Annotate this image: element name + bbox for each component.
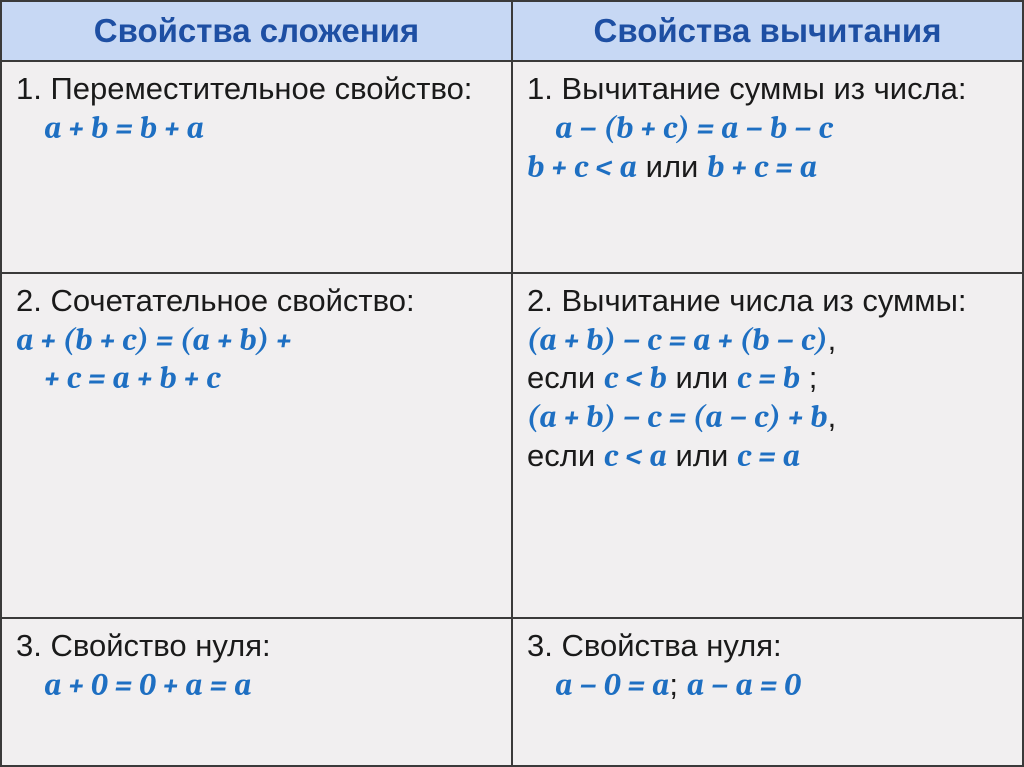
item-number: 2.	[16, 283, 42, 318]
addition-property-1: 1. Переместительное свойство: a + b = b …	[1, 61, 512, 273]
table-row: 1. Переместительное свойство: a + b = b …	[1, 61, 1023, 273]
formula: a − (b + c) = a − b − c	[555, 110, 833, 146]
item-title: Вычитание числа из суммы:	[561, 283, 966, 318]
comma: ,	[828, 399, 837, 434]
formula: c = a	[737, 438, 800, 474]
item-number: 1.	[527, 71, 553, 106]
item-number: 3.	[16, 628, 42, 663]
formula: (a + b) − c = a + (b − c)	[527, 322, 828, 358]
formula: b + c < a	[527, 149, 637, 185]
addition-property-3: 3. Свойство нуля: a + 0 = 0 + a = a	[1, 618, 512, 766]
separator: ;	[669, 667, 686, 702]
item-number: 2.	[527, 283, 553, 318]
formula: b + c = a	[707, 149, 817, 185]
properties-table-frame: Свойства сложения Свойства вычитания 1. …	[0, 0, 1024, 767]
item-number: 1.	[16, 71, 42, 106]
addition-property-2: 2. Сочетательное свойство: a + (b + c) =…	[1, 273, 512, 618]
subtraction-property-1: 1. Вычитание суммы из числа: a − (b + c)…	[512, 61, 1023, 273]
item-title: Переместительное свойство:	[50, 71, 472, 106]
table-row: 3. Свойство нуля: a + 0 = 0 + a = a 3. С…	[1, 618, 1023, 766]
formula: a − 0 = a	[555, 667, 669, 703]
formula: a + (b + c) = (a + b) +	[16, 322, 292, 358]
item-number: 3.	[527, 628, 553, 663]
text-or: или	[637, 149, 707, 184]
text-or: или	[667, 360, 737, 395]
subtraction-property-2: 2. Вычитание числа из суммы: (a + b) − c…	[512, 273, 1023, 618]
text-if: если	[527, 438, 604, 473]
formula: c = b	[737, 360, 800, 396]
formula: + c = a + b + c	[44, 360, 221, 396]
subtraction-property-3: 3. Свойства нуля: a − 0 = a; a − a = 0	[512, 618, 1023, 766]
formula: a − a = 0	[687, 667, 801, 703]
text-or: или	[667, 438, 737, 473]
item-title: Вычитание суммы из числа:	[561, 71, 966, 106]
formula: (a + b) − c = (a − c) + b	[527, 399, 828, 435]
comma: ,	[828, 322, 837, 357]
formula: c < a	[604, 438, 667, 474]
header-row: Свойства сложения Свойства вычитания	[1, 1, 1023, 61]
item-title: Свойства нуля:	[561, 628, 781, 663]
formula: a + b = b + a	[44, 110, 204, 146]
item-title: Сочетательное свойство:	[50, 283, 414, 318]
header-addition: Свойства сложения	[1, 1, 512, 61]
semicolon: ;	[800, 360, 817, 395]
table-row: 2. Сочетательное свойство: a + (b + c) =…	[1, 273, 1023, 618]
properties-table: Свойства сложения Свойства вычитания 1. …	[0, 0, 1024, 767]
header-subtraction: Свойства вычитания	[512, 1, 1023, 61]
text-if: если	[527, 360, 604, 395]
formula: c < b	[604, 360, 667, 396]
item-title: Свойство нуля:	[50, 628, 270, 663]
formula: a + 0 = 0 + a = a	[44, 667, 251, 703]
